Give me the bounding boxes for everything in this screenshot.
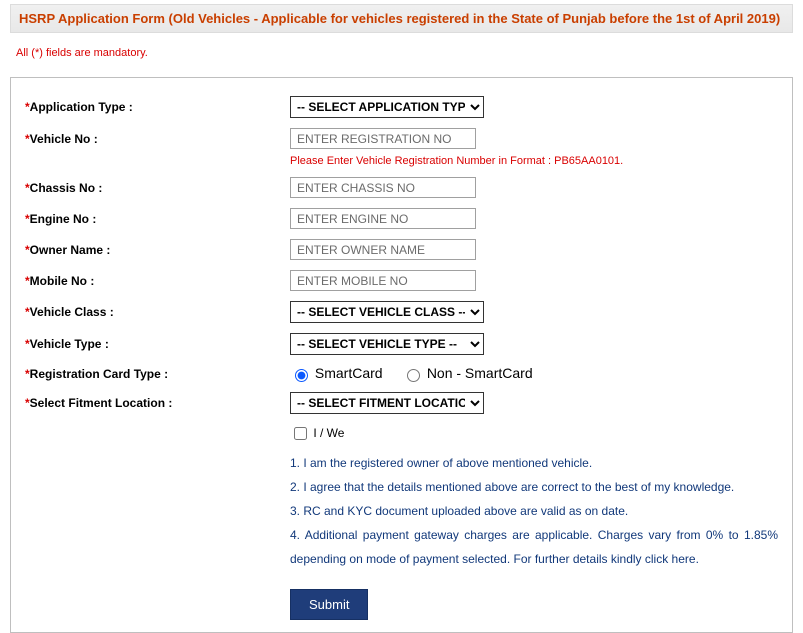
application-type-select[interactable]: -- SELECT APPLICATION TYPE -- xyxy=(290,96,484,118)
fitment-location-select[interactable]: -- SELECT FITMENT LOCATION -- xyxy=(290,392,484,414)
vehicle-class-select[interactable]: -- SELECT VEHICLE CLASS -- xyxy=(290,301,484,323)
engine-no-input[interactable] xyxy=(290,208,476,229)
click-here-link[interactable]: click here xyxy=(645,552,696,566)
label-registration-card-type: *Registration Card Type : xyxy=(25,367,290,381)
vehicle-no-hint: Please Enter Vehicle Registration Number… xyxy=(290,155,778,167)
label-owner-name: *Owner Name : xyxy=(25,243,290,257)
terms-block: 1. I am the registered owner of above me… xyxy=(290,451,778,571)
terms-line-2: 2. I agree that the details mentioned ab… xyxy=(290,475,778,499)
radio-smartcard-label[interactable]: SmartCard xyxy=(290,365,383,381)
page-title: HSRP Application Form (Old Vehicles - Ap… xyxy=(19,11,780,26)
radio-non-smartcard-label[interactable]: Non - SmartCard xyxy=(402,365,533,381)
terms-line-3: 3. RC and KYC document uploaded above ar… xyxy=(290,499,778,523)
terms-line-1: 1. I am the registered owner of above me… xyxy=(290,451,778,475)
mobile-no-input[interactable] xyxy=(290,270,476,291)
radio-non-smartcard[interactable] xyxy=(407,369,420,382)
label-application-type: *Application Type : xyxy=(25,100,290,114)
label-vehicle-class: *Vehicle Class : xyxy=(25,305,290,319)
terms-line-4: 4. Additional payment gateway charges ar… xyxy=(290,523,778,571)
chassis-no-input[interactable] xyxy=(290,177,476,198)
radio-smartcard[interactable] xyxy=(295,369,308,382)
consent-row: I / We xyxy=(290,424,778,443)
label-vehicle-no: *Vehicle No : xyxy=(25,132,290,146)
application-form: *Application Type : -- SELECT APPLICATIO… xyxy=(10,77,793,633)
label-vehicle-type: *Vehicle Type : xyxy=(25,337,290,351)
label-chassis-no: *Chassis No : xyxy=(25,181,290,195)
submit-button[interactable]: Submit xyxy=(290,589,368,620)
vehicle-type-select[interactable]: -- SELECT VEHICLE TYPE -- xyxy=(290,333,484,355)
vehicle-no-input[interactable] xyxy=(290,128,476,149)
label-fitment-location: *Select Fitment Location : xyxy=(25,396,290,410)
consent-label[interactable]: I / We xyxy=(290,426,344,440)
label-mobile-no: *Mobile No : xyxy=(25,274,290,288)
consent-checkbox[interactable] xyxy=(294,427,307,440)
owner-name-input[interactable] xyxy=(290,239,476,260)
mandatory-note: All (*) fields are mandatory. xyxy=(16,47,793,59)
label-engine-no: *Engine No : xyxy=(25,212,290,226)
page-header: HSRP Application Form (Old Vehicles - Ap… xyxy=(10,4,793,33)
